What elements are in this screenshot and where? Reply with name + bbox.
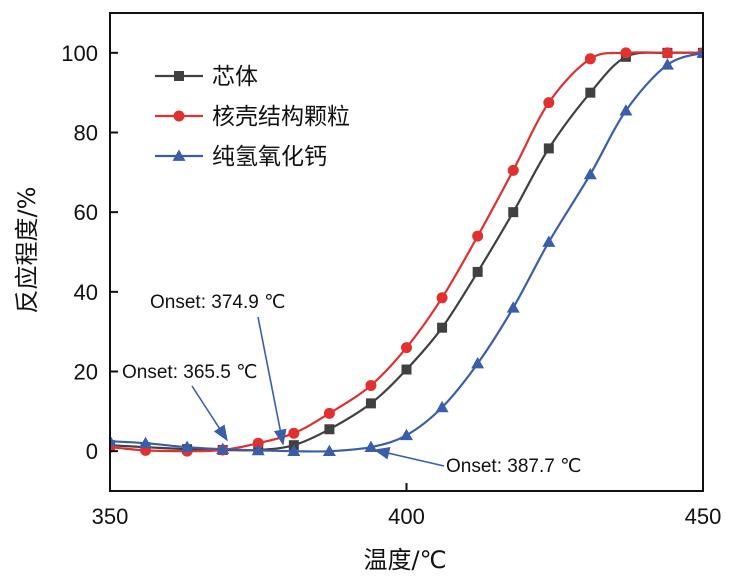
series-3-point (322, 444, 336, 457)
series-2-point (252, 437, 264, 449)
series-2-point (323, 407, 335, 419)
series-3-point (287, 444, 301, 457)
y-axis-title: 反应程度/% (13, 187, 41, 314)
chart-axes: 350 400 450 0 20 40 60 80 100 (61, 12, 722, 529)
series-2-point (507, 164, 519, 176)
series-3-point (619, 104, 633, 116)
series-2-point (584, 53, 596, 65)
series-1-point (543, 143, 554, 154)
annotation-arrow (191, 385, 228, 442)
annotation-label: Onset: 374.9 ℃ (150, 292, 285, 313)
plot-frame (109, 12, 704, 492)
series-1-point (324, 424, 335, 435)
y-tick-label: 20 (74, 360, 98, 385)
series-1-point (508, 207, 519, 218)
series-2-point (401, 342, 412, 354)
series-3-point (180, 440, 194, 453)
series-1 (110, 47, 703, 455)
series-3-point (435, 400, 449, 413)
series-2-point (288, 427, 300, 439)
annotations: Onset: 374.9 ℃ Onset: 365.5 ℃ Onset: 387.7… (122, 292, 581, 477)
annotation-label: Onset: 387.7 ℃ (446, 456, 581, 477)
series-3-point (216, 442, 230, 455)
series-3-line (110, 51, 703, 453)
series-2-point (620, 47, 632, 59)
legend-label: 纯氢氧化钙 (212, 144, 327, 170)
series-2-line (110, 51, 703, 453)
series-3-point (660, 58, 674, 70)
annotation-label: Onset: 365.5 ℃ (122, 362, 257, 383)
x-axis-title: 温度/℃ (363, 546, 446, 574)
series-2-point (472, 230, 484, 242)
series-1-point (585, 87, 596, 98)
series-3-point (471, 357, 485, 369)
series-2 (110, 47, 703, 457)
series-3-point (696, 46, 703, 58)
series-1-point (401, 364, 412, 375)
annotation-arrow (257, 316, 287, 446)
series-3-point (506, 301, 520, 313)
series-3 (110, 46, 703, 457)
y-tick-label: 60 (74, 200, 98, 225)
annotation-arrow (373, 447, 445, 467)
legend-marker (172, 149, 186, 161)
series-3-point (110, 434, 117, 447)
y-tick-label: 0 (86, 439, 98, 464)
series-2-point (365, 379, 377, 391)
legend-marker (174, 71, 184, 81)
series-1-point (437, 322, 448, 333)
chart-marks (110, 46, 703, 457)
series-3-point (139, 436, 153, 449)
x-tick-label: 450 (685, 504, 722, 529)
y-tick-label: 40 (74, 280, 98, 305)
series-1-line (110, 51, 703, 452)
series-3-point (400, 428, 413, 441)
legend-marker (173, 110, 185, 122)
x-tick-label: 350 (92, 504, 129, 529)
series-3-point (583, 167, 597, 180)
series-2-point (436, 292, 448, 304)
legend-label: 核壳结构颗粒 (212, 104, 350, 130)
series-2-point (661, 47, 673, 59)
y-tick-label: 80 (74, 121, 98, 146)
legend-label: 芯体 (212, 64, 258, 90)
series-1-point (472, 266, 483, 277)
series-1-point (365, 398, 376, 409)
y-tick-label: 100 (61, 41, 98, 66)
series-3-point (251, 443, 265, 456)
series-2-point (543, 97, 555, 109)
series-3-point (542, 235, 556, 247)
x-tick-label: 400 (388, 504, 425, 529)
